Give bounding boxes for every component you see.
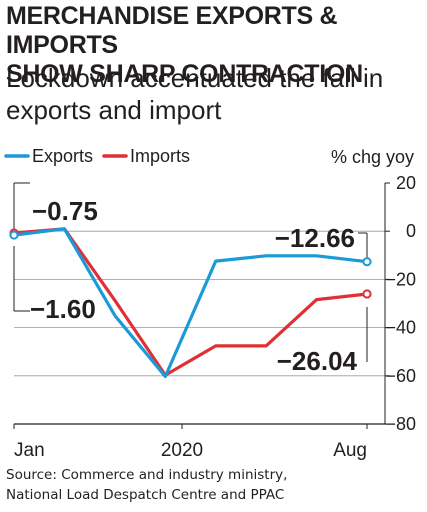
legend: Exports Imports: [4, 146, 190, 166]
x-tick-label: Aug: [333, 440, 367, 461]
line-chart: 20 0 −20 −40 −60 −80 Jan 2020 Aug −0.75 −1.60 −12…: [4, 146, 416, 461]
data-label: −26.04: [277, 346, 358, 376]
data-label: −12.66: [275, 223, 355, 253]
x-tick-label: 2020: [161, 440, 203, 461]
y-tick-label: −40: [385, 318, 416, 338]
endpoint-markers: [9, 228, 372, 299]
chart-subtitle-line-1: Lockdown accentuated the fall in: [6, 63, 384, 93]
data-label: −0.75: [32, 196, 98, 226]
y-tick-label: −60: [385, 366, 416, 386]
chart-subtitle-line-2: exports and import: [6, 95, 222, 125]
point-marker-exports: [362, 257, 372, 267]
data-label: −1.60: [30, 294, 96, 324]
y-axis-ticks: 20 0 −20 −40 −60 −80: [385, 173, 416, 434]
point-marker-exports: [9, 230, 19, 240]
source-line-2: National Load Despatch Centre and PPAC: [6, 487, 285, 503]
source-line-1: Source: Commerce and industry ministry,: [6, 467, 288, 483]
y-tick-label: −80: [385, 414, 416, 434]
chart-title-line-1: MERCHANDISE EXPORTS & IMPORTS: [6, 2, 338, 59]
series-lines: [12, 227, 369, 379]
y-tick-label: 20: [396, 173, 416, 193]
x-axis-ticks: Jan 2020 Aug: [13, 424, 368, 461]
data-labels: −0.75 −1.60 −12.66 −26.04: [30, 196, 358, 376]
chart-title-line-2: SHOW SHARP CONTRACTION: [6, 60, 363, 88]
legend-label-imports: Imports: [130, 146, 190, 166]
chart-title: MERCHANDISE EXPORTS & IMPORTS SHOW SHARP…: [6, 2, 424, 89]
source-note: Source: Commerce and industry ministry, …: [6, 465, 424, 505]
gridlines: [14, 182, 390, 425]
y-tick-label: 0: [406, 221, 416, 241]
axis-frame: [13, 182, 386, 425]
y-axis-label: % chg yoy: [331, 147, 414, 167]
point-marker-imports: [362, 289, 372, 299]
chart-subtitle: Lockdown accentuated the fall in exports…: [6, 62, 424, 126]
series-line-exports: [12, 227, 369, 379]
x-tick-label: Jan: [14, 440, 45, 461]
y-tick-label: −20: [385, 269, 416, 289]
legend-label-exports: Exports: [32, 146, 93, 166]
